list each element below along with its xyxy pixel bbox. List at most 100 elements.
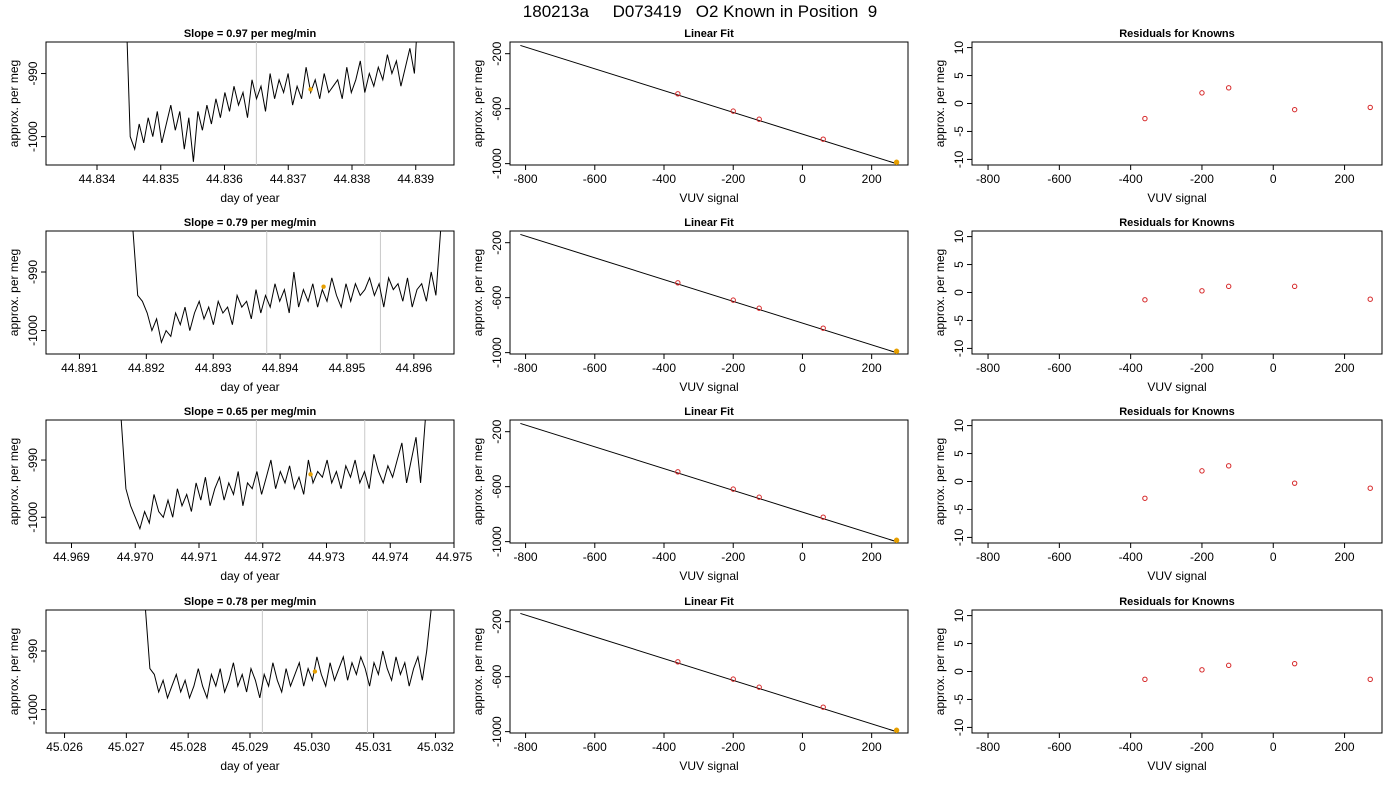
x-tick-label: 200 — [862, 361, 882, 375]
x-tick-label: 200 — [862, 740, 882, 754]
x-tick-label: -800 — [514, 361, 538, 375]
x-axis-label: VUV signal — [1147, 191, 1206, 205]
y-tick-label: 5 — [952, 261, 966, 268]
x-axis-label: day of year — [220, 569, 279, 583]
x-tick-label: -600 — [1047, 550, 1071, 564]
y-tick-label: 0 — [952, 100, 966, 107]
y-tick-label: -1000 — [26, 502, 40, 533]
x-axis-label: VUV signal — [679, 191, 738, 205]
x-tick-label: 45.029 — [232, 740, 269, 754]
residual-point — [1142, 676, 1148, 683]
y-tick-label: -200 — [490, 230, 504, 254]
chart-panel: Slope = 0.65 per meg/min day of year appro… — [7, 406, 473, 583]
x-tick-label: 44.893 — [195, 361, 232, 375]
plot-frame — [971, 609, 1383, 734]
chart-panel: Slope = 0.97 per meg/min day of year appro… — [7, 28, 455, 205]
known-point — [730, 486, 736, 492]
plot-area — [520, 44, 900, 165]
y-axis-label: approx. per meg — [471, 438, 485, 525]
y-tick-label: 5 — [952, 72, 966, 79]
y-tick-label: -600 — [490, 474, 504, 498]
plot-frame — [45, 41, 455, 166]
y-axis-label: approx. per meg — [471, 249, 485, 336]
plot-area — [1142, 463, 1373, 501]
chart-panel: Slope = 0.78 per meg/min day of year appro… — [7, 596, 455, 773]
y-tick-label: -600 — [490, 285, 504, 309]
x-axis-label: VUV signal — [679, 380, 738, 394]
x-tick-label: -600 — [583, 550, 607, 564]
x-tick-label: -800 — [976, 361, 1000, 375]
highlight-point — [321, 284, 326, 289]
x-tick-label: -400 — [652, 550, 676, 564]
x-tick-label: 44.838 — [334, 172, 371, 186]
x-tick-label: -800 — [976, 172, 1000, 186]
x-tick-label: -400 — [1119, 550, 1143, 564]
fit-line — [520, 422, 898, 543]
x-axis-label: VUV signal — [679, 569, 738, 583]
x-tick-label: 0 — [799, 172, 806, 186]
plot-frame — [971, 230, 1383, 355]
x-axis-label: VUV signal — [1147, 569, 1206, 583]
plot-area — [520, 612, 900, 733]
plot-frame — [45, 230, 455, 355]
known-point — [893, 348, 900, 354]
residual-point — [1199, 667, 1205, 673]
x-tick-label: -200 — [1190, 361, 1214, 375]
y-tick-label: -5 — [952, 315, 966, 326]
chart-title: Residuals for Knowns — [1119, 217, 1235, 229]
chart-title: Slope = 0.97 per meg/min — [184, 28, 317, 40]
known-point — [675, 91, 681, 97]
x-tick-label: -800 — [976, 740, 1000, 754]
known-point — [730, 676, 736, 682]
x-tick-label: 0 — [799, 550, 806, 564]
x-tick-label: 0 — [1270, 361, 1277, 375]
x-tick-label: 200 — [1335, 172, 1355, 186]
x-tick-label: -400 — [1119, 740, 1143, 754]
chart-panel: Slope = 0.79 per meg/min day of year appro… — [7, 217, 455, 394]
known-point — [893, 537, 900, 543]
chart-title: Linear Fit — [684, 596, 734, 608]
y-tick-label: 0 — [952, 478, 966, 485]
x-tick-label: -400 — [652, 361, 676, 375]
chart-panel: Residuals for Knowns VUV signal approx. pe… — [933, 217, 1383, 394]
x-tick-label: 44.971 — [181, 550, 218, 564]
residual-point — [1367, 104, 1373, 111]
y-axis-label: approx. per meg — [933, 60, 947, 147]
x-tick-label: 44.836 — [206, 172, 243, 186]
residual-point — [1291, 283, 1298, 290]
known-point — [893, 727, 900, 733]
x-tick-label: 44.896 — [396, 361, 433, 375]
known-point — [675, 469, 681, 475]
known-point — [730, 108, 736, 114]
x-tick-label: 44.891 — [61, 361, 98, 375]
y-tick-label: -200 — [490, 609, 504, 633]
highlight-point — [312, 669, 318, 674]
chart-panel: Residuals for Knowns VUV signal approx. pe… — [933, 596, 1383, 773]
x-tick-label: 45.031 — [355, 740, 392, 754]
x-tick-label: -400 — [652, 740, 676, 754]
y-axis-label: approx. per meg — [7, 628, 21, 715]
residual-point — [1225, 662, 1232, 669]
plot-area — [520, 233, 900, 354]
x-axis-label: VUV signal — [679, 759, 738, 773]
x-tick-label: -400 — [652, 172, 676, 186]
y-tick-label: -1000 — [26, 694, 40, 725]
fit-line — [520, 612, 898, 733]
y-tick-label: 10 — [952, 609, 966, 623]
x-tick-label: -800 — [976, 550, 1000, 564]
known-point — [730, 297, 736, 303]
plot-frame — [971, 41, 1383, 166]
x-tick-label: -400 — [1119, 172, 1143, 186]
residual-point — [1291, 106, 1298, 113]
plot-frame — [509, 419, 909, 544]
residual-point — [1142, 115, 1148, 122]
y-tick-label: -600 — [490, 664, 504, 688]
chart-panel: Residuals for Knowns VUV signal approx. pe… — [933, 28, 1383, 205]
highlight-point — [308, 87, 313, 92]
chart-title: Residuals for Knowns — [1119, 596, 1235, 608]
page-title: 180213a D073419 O2 Known in Position 9 — [522, 2, 878, 21]
x-tick-label: -600 — [583, 740, 607, 754]
plot-frame — [509, 609, 909, 734]
